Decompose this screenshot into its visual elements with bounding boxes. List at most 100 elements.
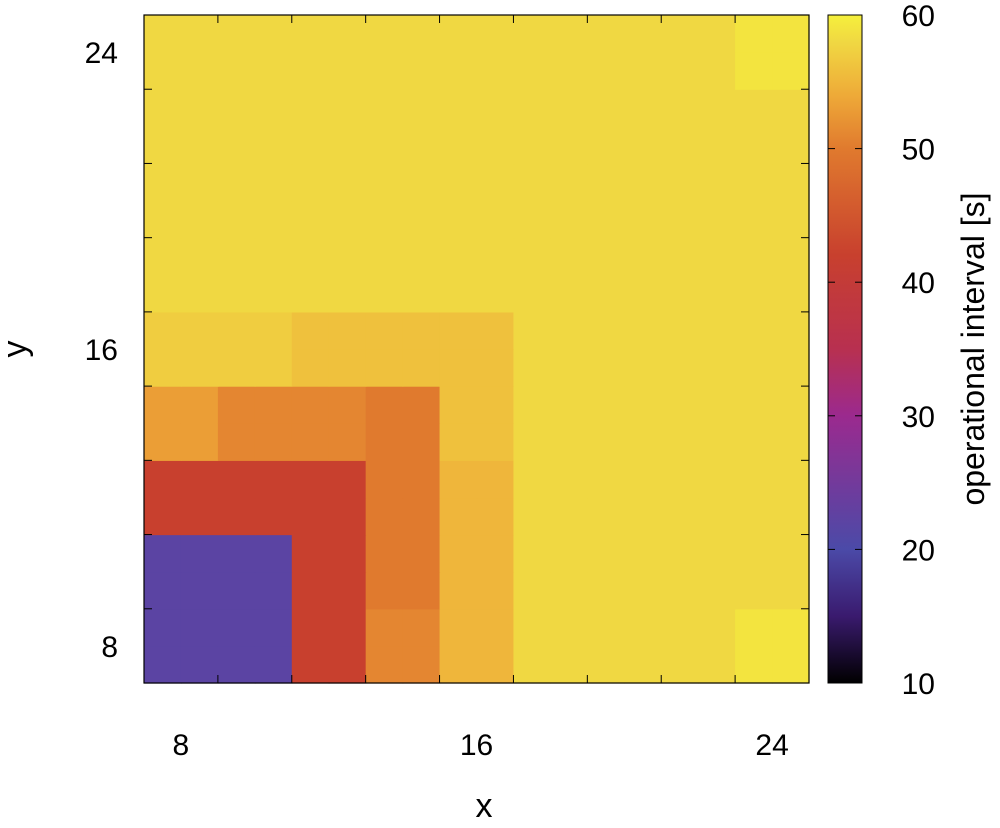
- heatmap-cell: [550, 534, 588, 573]
- heatmap-cell: [513, 349, 551, 387]
- heatmap-cell: [587, 15, 625, 53]
- heatmap-cell: [291, 423, 330, 461]
- heatmap-cell: [550, 311, 588, 350]
- heatmap-cell: [550, 460, 588, 499]
- heatmap-cell: [180, 237, 219, 276]
- plot-frame: [143, 14, 810, 684]
- colorbar-tick-label: 20: [902, 534, 935, 567]
- heatmap-cell: [624, 497, 662, 536]
- heatmap-cell: [587, 386, 625, 424]
- heatmap-cell: [291, 534, 330, 573]
- heatmap-cell: [624, 534, 662, 573]
- heatmap-cell: [217, 200, 256, 239]
- heatmap-cell: [476, 126, 515, 165]
- heatmap-cell: [402, 386, 441, 424]
- heatmap-cell: [550, 645, 588, 684]
- heatmap-cell: [476, 274, 515, 313]
- heatmap-cell: [328, 386, 367, 424]
- heatmap-cell: [587, 534, 625, 573]
- heatmap-cell: [180, 571, 219, 610]
- heatmap-cell: [476, 386, 515, 424]
- heatmap-cell: [439, 534, 478, 573]
- heatmap-cell: [217, 571, 256, 610]
- heatmap-cell: [402, 15, 441, 53]
- heatmap-cell: [735, 349, 773, 387]
- heatmap-cell: [254, 608, 293, 647]
- heatmap-cell: [624, 89, 662, 127]
- heatmap-cell: [291, 52, 330, 90]
- y-tick-label: 8: [101, 631, 118, 664]
- heatmap-cell: [254, 571, 293, 610]
- heatmap-cell: [772, 163, 810, 202]
- heatmap-cell: [254, 274, 293, 313]
- heatmap-cell: [180, 608, 219, 647]
- heatmap-cell: [513, 311, 551, 350]
- heatmap-cell: [365, 534, 404, 573]
- heatmap-cell: [217, 645, 256, 684]
- heatmap-cell: [550, 237, 588, 276]
- heatmap-cell: [476, 571, 515, 610]
- heatmap-cell: [587, 200, 625, 239]
- heatmap-cell: [772, 274, 810, 313]
- heatmap-cell: [772, 200, 810, 239]
- heatmap-cell: [402, 423, 441, 461]
- heatmap-cell: [439, 608, 478, 647]
- heatmap-cell: [328, 163, 367, 202]
- heatmap-cell: [735, 200, 773, 239]
- heatmap-cell: [144, 423, 182, 461]
- heatmap-cell: [698, 386, 736, 424]
- heatmap-cell: [550, 423, 588, 461]
- heatmap-cell: [698, 126, 736, 165]
- heatmap-cell: [180, 15, 219, 53]
- heatmap-cell: [513, 571, 551, 610]
- heatmap-cell: [180, 645, 219, 684]
- heatmap-cell: [144, 311, 182, 350]
- heatmap-cell: [661, 52, 699, 90]
- heatmap-cell: [254, 386, 293, 424]
- heatmap-cell: [624, 423, 662, 461]
- heatmap-cell: [624, 311, 662, 350]
- heatmap-cell: [402, 52, 441, 90]
- heatmap-cell: [144, 349, 182, 387]
- heatmap-cell: [402, 274, 441, 313]
- heatmap-cell: [291, 15, 330, 53]
- heatmap-cell: [735, 89, 773, 127]
- heatmap-cell: [476, 423, 515, 461]
- y-tick-label: 16: [85, 334, 118, 367]
- heatmap-cell: [291, 163, 330, 202]
- heatmap-cell: [217, 460, 256, 499]
- heatmap-cell: [328, 274, 367, 313]
- heatmap-cell: [772, 89, 810, 127]
- heatmap-cell: [291, 645, 330, 684]
- heatmap-cell: [476, 89, 515, 127]
- heatmap-cell: [587, 571, 625, 610]
- heatmap-cell: [402, 608, 441, 647]
- heatmap-cells: [144, 15, 810, 684]
- heatmap-cell: [624, 349, 662, 387]
- heatmap-cell: [254, 534, 293, 573]
- colorbar-label: operational interval [s]: [955, 192, 991, 505]
- heatmap-cell: [513, 126, 551, 165]
- heatmap-cell: [291, 311, 330, 350]
- heatmap-cell: [513, 423, 551, 461]
- heatmap-cell: [735, 645, 773, 684]
- heatmap-cell: [661, 237, 699, 276]
- heatmap-cell: [772, 571, 810, 610]
- heatmap-cell: [550, 608, 588, 647]
- heatmap-cell: [661, 608, 699, 647]
- heatmap-cell: [513, 460, 551, 499]
- x-axis-ticks: 8 16 24: [173, 729, 789, 762]
- heatmap-cell: [550, 200, 588, 239]
- heatmap-cell: [217, 163, 256, 202]
- heatmap-cell: [624, 163, 662, 202]
- colorbar-tick-label: 40: [902, 267, 935, 300]
- heatmap-cell: [254, 311, 293, 350]
- heatmap-cell: [217, 89, 256, 127]
- heatmap-cell: [735, 52, 773, 90]
- heatmap-cell: [328, 237, 367, 276]
- heatmap-cell: [254, 237, 293, 276]
- heatmap-cell: [735, 15, 773, 53]
- heatmap-cell: [772, 15, 810, 53]
- heatmap-cell: [550, 89, 588, 127]
